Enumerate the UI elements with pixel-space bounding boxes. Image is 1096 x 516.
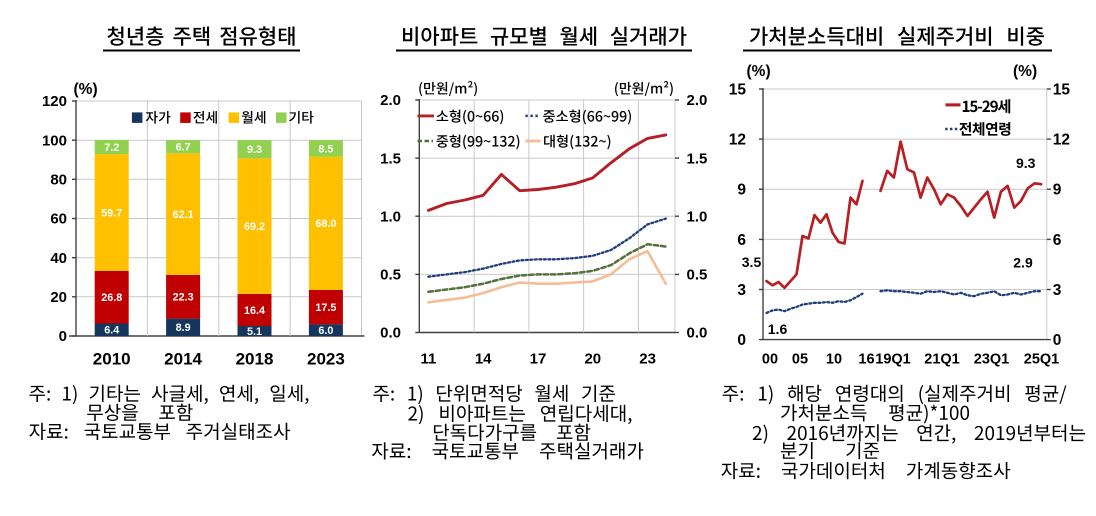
svg-text:2.0: 2.0 (380, 92, 401, 109)
svg-text:60: 60 (50, 211, 67, 228)
svg-text:20: 20 (584, 351, 601, 368)
svg-text:0: 0 (59, 328, 67, 345)
svg-text:7.2: 7.2 (104, 142, 119, 154)
svg-text:16.4: 16.4 (244, 305, 265, 317)
svg-text:2.0: 2.0 (687, 92, 708, 109)
svg-text:23: 23 (639, 351, 656, 368)
svg-text:15: 15 (729, 82, 747, 99)
svg-text:2010: 2010 (93, 350, 131, 369)
svg-text:8.9: 8.9 (176, 322, 191, 334)
svg-text:6.0: 6.0 (318, 325, 333, 337)
svg-text:23Q1: 23Q1 (974, 352, 1009, 368)
svg-text:80: 80 (50, 172, 67, 189)
svg-text:59.7: 59.7 (101, 207, 122, 219)
svg-text:6: 6 (737, 232, 746, 249)
svg-text:9: 9 (1053, 182, 1062, 199)
svg-text:17.5: 17.5 (315, 302, 336, 314)
svg-text:15: 15 (1053, 82, 1071, 99)
svg-text:0.5: 0.5 (687, 267, 708, 284)
svg-text:2.9: 2.9 (1013, 255, 1033, 271)
svg-text:10: 10 (826, 352, 842, 368)
svg-text:17: 17 (530, 351, 547, 368)
svg-text:2023: 2023 (307, 350, 345, 369)
svg-text:3: 3 (737, 282, 746, 299)
svg-text:6: 6 (1053, 232, 1062, 249)
svg-text:8.5: 8.5 (318, 143, 333, 155)
svg-text:120: 120 (42, 93, 67, 110)
svg-text:40: 40 (50, 250, 67, 267)
svg-text:(%): (%) (747, 63, 771, 80)
svg-text:68.0: 68.0 (315, 218, 336, 230)
svg-text:9: 9 (737, 182, 746, 199)
svg-text:22.3: 22.3 (173, 292, 194, 304)
svg-text:26.8: 26.8 (101, 292, 122, 304)
svg-text:1.0: 1.0 (380, 208, 401, 225)
svg-text:(%): (%) (1013, 63, 1037, 80)
svg-text:100: 100 (42, 132, 67, 149)
svg-text:9.3: 9.3 (247, 144, 262, 156)
svg-text:0: 0 (1053, 332, 1062, 349)
svg-text:19Q1: 19Q1 (875, 352, 910, 368)
svg-text:69.2: 69.2 (244, 221, 265, 233)
svg-text:0.5: 0.5 (380, 267, 401, 284)
svg-text:12: 12 (1053, 132, 1070, 149)
svg-text:0.0: 0.0 (687, 325, 708, 342)
svg-text:12: 12 (729, 132, 746, 149)
svg-text:16: 16 (858, 352, 874, 368)
svg-text:25Q1: 25Q1 (1024, 352, 1059, 368)
svg-text:9.3: 9.3 (1016, 155, 1036, 171)
svg-text:2018: 2018 (236, 350, 274, 369)
svg-text:3: 3 (1053, 282, 1062, 299)
svg-text:(%): (%) (74, 81, 98, 98)
svg-text:0.0: 0.0 (380, 325, 401, 342)
svg-text:05: 05 (792, 352, 808, 368)
svg-text:5.1: 5.1 (247, 326, 262, 338)
svg-text:00: 00 (762, 352, 778, 368)
svg-text:62.1: 62.1 (173, 209, 194, 221)
svg-text:1.5: 1.5 (380, 150, 401, 167)
svg-text:1.6: 1.6 (768, 321, 788, 337)
svg-text:11: 11 (420, 351, 436, 368)
svg-text:3.5: 3.5 (742, 254, 762, 270)
svg-text:20: 20 (50, 289, 67, 306)
svg-text:21Q1: 21Q1 (924, 352, 959, 368)
svg-text:14: 14 (475, 351, 492, 368)
svg-text:1.5: 1.5 (687, 150, 708, 167)
svg-text:6.7: 6.7 (176, 142, 191, 154)
svg-text:6.4: 6.4 (104, 325, 119, 337)
svg-text:1.0: 1.0 (687, 208, 708, 225)
svg-text:0: 0 (737, 332, 746, 349)
svg-text:2014: 2014 (164, 350, 202, 369)
